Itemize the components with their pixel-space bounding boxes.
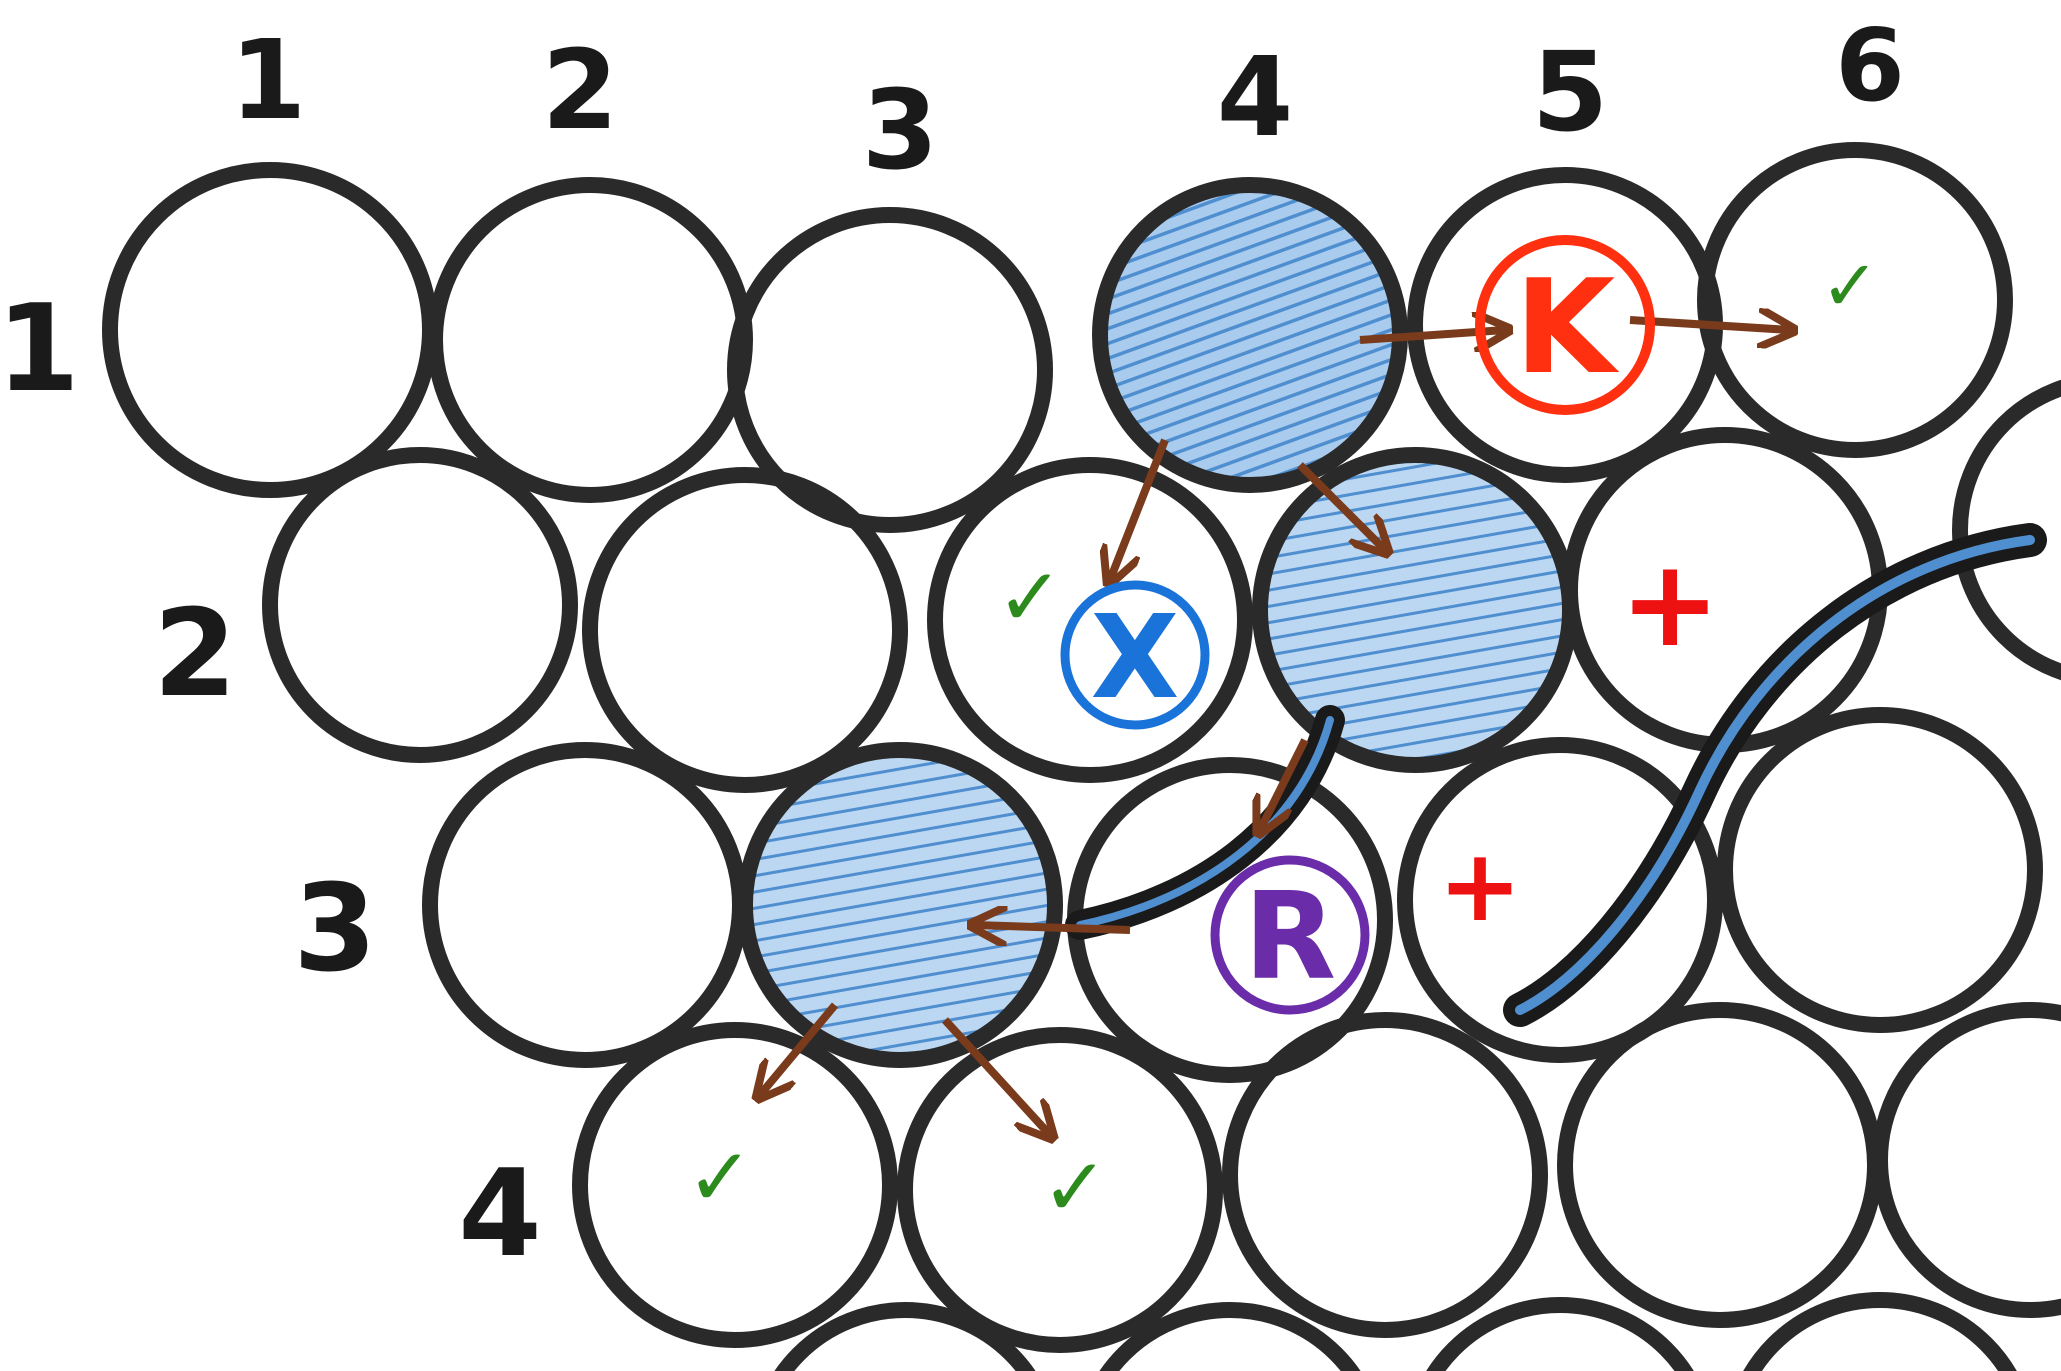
cell-r2-c5 <box>1562 427 1888 753</box>
marker-r-letter: R <box>1244 868 1336 1007</box>
marker-r: R <box>1210 855 1370 1015</box>
col-label-6: 6 <box>1835 7 1905 124</box>
cell-r1-c3 <box>727 207 1053 533</box>
cell-r1-c2 <box>427 177 753 503</box>
arrow-r3c2-to-r4c2 <box>942 1017 1050 1135</box>
marker-k-ring <box>1475 235 1655 415</box>
cell-r5-c4 <box>1743 1292 2017 1371</box>
arrow-r2c4-to-r3c3 <box>1260 738 1309 830</box>
check-mark-r4c1: ✓ <box>686 1131 753 1224</box>
cell-r4-c4 <box>1557 1002 1883 1328</box>
cell-r3-c5 <box>1717 707 2043 1033</box>
cell-r3-c2 <box>737 742 1063 1068</box>
cell-r4-c5 <box>1872 1002 2061 1318</box>
marker-x: X <box>1060 580 1210 730</box>
cross-marks: + + <box>1438 535 1720 944</box>
col-label-3: 3 <box>862 66 939 194</box>
cross-mark-r3c4: + <box>1438 827 1522 944</box>
cell-r3-c4 <box>1397 737 1723 1063</box>
marker-k: K <box>1475 235 1655 415</box>
cell-r5-c1 <box>774 1302 1036 1371</box>
cell-r3-c1 <box>422 742 748 1068</box>
row-label-2: 2 <box>153 585 237 724</box>
arrow-r1c4-to-r2c4 <box>1297 462 1385 550</box>
cell-r2-c4 <box>1252 447 1578 773</box>
col-label-1: 1 <box>230 16 307 144</box>
arrow-r3c2-to-r4c1 <box>760 1002 839 1095</box>
cell-r5-c3 <box>1426 1297 1694 1371</box>
check-mark-r4c2: ✓ <box>1041 1141 1108 1234</box>
cell-r4-c3 <box>1222 1012 1548 1338</box>
col-label-4: 4 <box>1217 33 1294 161</box>
arrow-r1c5-to-r1c6 <box>1629 320 1790 330</box>
pen-stroke-path <box>1065 523 2047 1027</box>
arrows <box>760 320 1790 1135</box>
cell-r4-c1 <box>572 1022 898 1348</box>
cell-r2-c3 <box>927 457 1253 783</box>
check-marks: ✓ ✓ ✓ ✓ <box>686 245 1879 1234</box>
marker-x-letter: X <box>1091 591 1180 725</box>
col-label-5: 5 <box>1532 28 1609 156</box>
row-label-4: 4 <box>458 1145 542 1284</box>
check-mark-r1c6: ✓ <box>1821 245 1880 327</box>
arrow-r1c4-to-r2c3 <box>1110 438 1169 580</box>
check-mark-r2c3: ✓ <box>996 551 1063 644</box>
cell-r1-c4 <box>1092 177 1408 493</box>
column-labels: 1 2 3 4 5 6 <box>230 7 1905 194</box>
cells <box>102 142 2061 1371</box>
cell-partial-r1-c7 <box>1952 379 2061 681</box>
row-label-3: 3 <box>293 860 377 999</box>
marker-x-ring <box>1060 580 1210 730</box>
cell-r2-c2 <box>582 467 908 793</box>
cell-r1-c1 <box>102 162 438 498</box>
marker-k-letter: K <box>1515 251 1620 403</box>
cell-r2-c1 <box>262 447 578 763</box>
row-labels: 1 2 3 4 <box>0 280 542 1284</box>
cell-r5-c2 <box>1099 1302 1361 1371</box>
col-label-2: 2 <box>542 26 619 154</box>
row-label-1: 1 <box>0 280 80 419</box>
marker-r-ring <box>1210 855 1370 1015</box>
cell-r1-c6 <box>1697 142 2013 458</box>
cross-mark-r2c5: + <box>1620 535 1721 674</box>
arrow-r3c3-to-r3c2 <box>975 925 1131 930</box>
cell-r4-c2 <box>897 1027 1223 1353</box>
